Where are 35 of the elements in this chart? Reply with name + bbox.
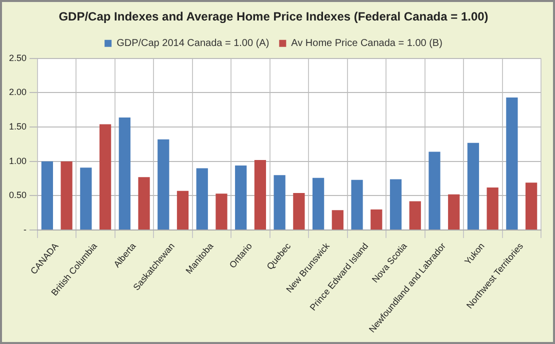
bar <box>60 161 72 230</box>
bar <box>176 190 189 230</box>
y-tick-label: 0.50 <box>8 190 27 200</box>
bar <box>138 177 150 230</box>
bar <box>486 187 498 230</box>
bar <box>390 179 402 230</box>
y-tick-label: 1.50 <box>8 122 27 132</box>
y-tick-label: 1.00 <box>8 156 27 166</box>
legend-label: GDP/Cap 2014 Canada = 1.00 (A) <box>116 38 270 50</box>
bar <box>274 175 286 230</box>
chart-title: GDP/Cap Indexes and Average Home Price Indexes (Federal Canada = 1.00) <box>58 10 488 24</box>
legend-label: Av Home Price Canada = 1.00 (B) <box>291 38 442 50</box>
bar <box>80 168 92 230</box>
bar <box>254 160 266 230</box>
y-tick-label: 2.00 <box>8 87 27 98</box>
bar <box>293 192 305 230</box>
bar <box>332 210 344 230</box>
bar <box>370 209 382 230</box>
bar <box>448 194 460 230</box>
bar <box>118 117 130 230</box>
y-tick-label: 2.50 <box>8 52 27 63</box>
bar <box>235 166 247 230</box>
bar <box>99 124 112 230</box>
bar <box>41 161 54 230</box>
y-tick-label: - <box>24 224 27 235</box>
bar <box>467 142 480 230</box>
bar <box>216 194 228 230</box>
bar <box>158 139 170 230</box>
bar <box>526 182 538 230</box>
bar <box>428 152 440 230</box>
bar <box>312 178 324 230</box>
bar <box>506 98 518 230</box>
bar <box>409 201 421 230</box>
bar <box>196 168 208 230</box>
bar <box>351 180 363 230</box>
